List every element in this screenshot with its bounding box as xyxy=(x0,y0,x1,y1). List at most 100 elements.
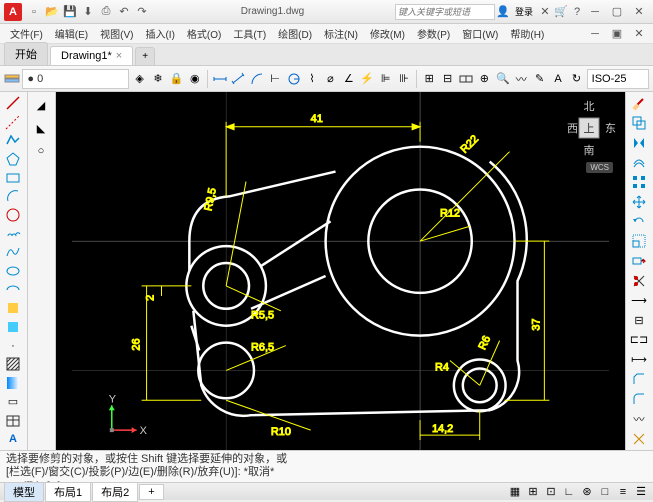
minimize-button[interactable]: ─ xyxy=(585,4,605,20)
mtext-icon[interactable]: A xyxy=(2,430,24,448)
ellipse-icon[interactable] xyxy=(2,262,24,280)
mirror-icon[interactable] xyxy=(628,133,650,152)
view-cube[interactable]: 北 南 西 东 上 xyxy=(561,100,617,156)
array-icon[interactable] xyxy=(628,173,650,192)
dim-continue-icon[interactable]: ⊪ xyxy=(396,68,412,90)
construction-line-icon[interactable] xyxy=(2,113,24,131)
move-icon[interactable] xyxy=(628,193,650,212)
spline-icon[interactable] xyxy=(2,244,24,262)
arc-icon[interactable] xyxy=(2,187,24,205)
help-search[interactable] xyxy=(395,4,495,20)
doc-close-button[interactable]: ✕ xyxy=(629,26,649,42)
tab-layout2[interactable]: 布局2 xyxy=(92,482,138,502)
table-icon[interactable] xyxy=(2,412,24,430)
tab-add-layout[interactable]: + xyxy=(139,484,163,500)
tab-drawing1[interactable]: Drawing1*× xyxy=(50,46,133,65)
sb-osnap-icon[interactable]: □ xyxy=(597,485,613,499)
maximize-button[interactable]: ▢ xyxy=(607,4,627,20)
hatch-icon[interactable] xyxy=(2,356,24,374)
menu-param[interactable]: 参数(P) xyxy=(411,24,456,43)
tab-close-icon[interactable]: × xyxy=(116,50,122,62)
menu-view[interactable]: 视图(V) xyxy=(94,24,139,43)
blend-icon[interactable]: 〰 xyxy=(628,410,650,429)
saveas-icon[interactable]: ⬇ xyxy=(80,4,96,20)
extend-icon[interactable]: ⟶ xyxy=(628,291,650,310)
menu-insert[interactable]: 插入(I) xyxy=(139,24,180,43)
new-icon[interactable]: ▫ xyxy=(26,4,42,20)
cart-icon[interactable]: 🛒 xyxy=(553,4,569,20)
exchange-icon[interactable]: ✕ xyxy=(537,4,553,20)
dim-ordinate-icon[interactable]: ⊢ xyxy=(267,68,283,90)
revcloud-icon[interactable] xyxy=(2,225,24,243)
dimstyle-combo[interactable]: ISO-25 xyxy=(587,69,649,89)
open-icon[interactable]: 📂 xyxy=(44,4,60,20)
layer-match-icon[interactable]: ◉ xyxy=(187,68,203,90)
dim-jogged-icon[interactable]: ⌇ xyxy=(304,68,320,90)
dim-edit-icon[interactable]: ✎ xyxy=(531,68,547,90)
sb-customize-icon[interactable]: ☰ xyxy=(633,485,649,499)
region-icon[interactable]: ▭ xyxy=(2,393,24,411)
rotate-icon[interactable] xyxy=(628,212,650,231)
tab-add[interactable]: + xyxy=(135,47,155,65)
dim-diameter-icon[interactable]: ⌀ xyxy=(322,68,338,90)
point-icon[interactable]: · xyxy=(2,337,24,355)
dim-tedit-icon[interactable]: A xyxy=(550,68,566,90)
circle-icon[interactable] xyxy=(2,206,24,224)
command-line[interactable]: 选择要修剪的对象，或按住 Shift 键选择要延伸的对象，或 [栏选(F)/窗交… xyxy=(0,450,653,482)
dim-angular-icon[interactable]: ∠ xyxy=(341,68,357,90)
sb-ortho-icon[interactable]: ∟ xyxy=(561,485,577,499)
ellipse-arc-icon[interactable] xyxy=(2,281,24,299)
gradient-icon[interactable] xyxy=(2,374,24,392)
dim-quick-icon[interactable]: ⚡ xyxy=(359,68,375,90)
help-icon[interactable]: ? xyxy=(569,4,585,20)
tool-a[interactable]: ◢ xyxy=(30,94,52,116)
drawing-canvas[interactable]: 41 R22 R12 R9,5 2 R5,5 26 xyxy=(56,92,625,450)
inspect-icon[interactable]: 🔍 xyxy=(495,68,511,90)
menu-draw[interactable]: 绘图(D) xyxy=(272,24,318,43)
center-mark-icon[interactable]: ⊕ xyxy=(476,68,492,90)
break-point-icon[interactable]: ⊟ xyxy=(628,311,650,330)
stretch-icon[interactable] xyxy=(628,252,650,271)
erase-icon[interactable] xyxy=(628,94,650,113)
menu-help[interactable]: 帮助(H) xyxy=(504,24,550,43)
tab-start[interactable]: 开始 xyxy=(4,42,48,65)
sb-snap-icon[interactable]: ⊡ xyxy=(543,485,559,499)
trim-icon[interactable] xyxy=(628,271,650,290)
wcs-label[interactable]: WCS xyxy=(586,162,613,173)
rectangle-icon[interactable] xyxy=(2,169,24,187)
menu-modify[interactable]: 修改(M) xyxy=(364,24,411,43)
menu-edit[interactable]: 编辑(E) xyxy=(49,24,94,43)
polygon-icon[interactable] xyxy=(2,150,24,168)
close-button[interactable]: ✕ xyxy=(629,4,649,20)
tab-layout1[interactable]: 布局1 xyxy=(45,482,91,502)
tool-b[interactable]: ◣ xyxy=(30,117,52,139)
redo-icon[interactable]: ↷ xyxy=(134,4,150,20)
dim-arc-icon[interactable] xyxy=(249,68,265,90)
layer-freeze-icon[interactable]: ❄ xyxy=(150,68,166,90)
user-icon[interactable]: 👤 xyxy=(495,4,511,20)
break-icon[interactable]: ⊏⊐ xyxy=(628,331,650,350)
line-icon[interactable] xyxy=(2,94,24,112)
layer-states-icon[interactable]: ◈ xyxy=(131,68,147,90)
polyline-icon[interactable] xyxy=(2,131,24,149)
menu-dimension[interactable]: 标注(N) xyxy=(318,24,364,43)
undo-icon[interactable]: ↶ xyxy=(116,4,132,20)
insert-block-icon[interactable] xyxy=(2,300,24,318)
sb-lwt-icon[interactable]: ≡ xyxy=(615,485,631,499)
offset-icon[interactable] xyxy=(628,153,650,172)
save-icon[interactable]: 💾 xyxy=(62,4,78,20)
dim-radius-icon[interactable] xyxy=(285,68,301,90)
make-block-icon[interactable] xyxy=(2,318,24,336)
menu-format[interactable]: 格式(O) xyxy=(181,24,227,43)
layer-lock-icon[interactable]: 🔒 xyxy=(168,68,184,90)
sb-model-icon[interactable]: ▦ xyxy=(507,485,523,499)
print-icon[interactable]: ⎙ xyxy=(98,4,114,20)
chamfer-icon[interactable] xyxy=(628,370,650,389)
dim-jog-icon[interactable]: 〰 xyxy=(513,68,529,90)
login-link[interactable]: 登录 xyxy=(515,5,533,18)
tab-model[interactable]: 模型 xyxy=(4,482,44,502)
fillet-icon[interactable] xyxy=(628,390,650,409)
menu-tools[interactable]: 工具(T) xyxy=(227,24,272,43)
join-icon[interactable]: ⟼ xyxy=(628,350,650,369)
tolerance-icon[interactable] xyxy=(458,68,474,90)
